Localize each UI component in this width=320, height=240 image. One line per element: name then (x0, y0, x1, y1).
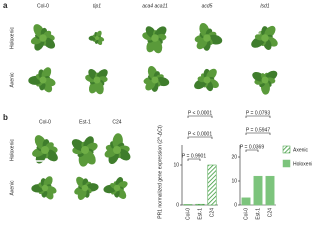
y-axis-label: PR1 normalized gene expression (2^-ΔCt) (157, 125, 163, 219)
annotation: P < 0.0001 (188, 131, 212, 137)
plant (31, 176, 57, 200)
rosette-center (151, 34, 159, 42)
legend-swatch (282, 159, 291, 168)
x-tick-label: C24 (209, 208, 215, 217)
rosette-center (39, 34, 47, 42)
x-tick-label: Col-0 (185, 208, 191, 220)
rosette-center (81, 146, 89, 154)
x-tick-label: Est-1 (197, 208, 203, 220)
annotation: P = 0.5947 (246, 127, 270, 133)
rosette-center (93, 76, 101, 84)
rosette-center (39, 76, 47, 84)
bar (207, 164, 217, 206)
rosette-center (113, 146, 121, 154)
plant (143, 65, 170, 92)
plant (252, 70, 278, 95)
plant (251, 25, 278, 50)
rosette-center (261, 76, 269, 84)
column-label: Col-0 (39, 119, 51, 125)
rosette-center (81, 184, 89, 192)
rosette-center (41, 146, 49, 154)
legend-label: Holoxenic (293, 161, 312, 167)
bracket (187, 136, 213, 139)
chart: PR1 normalized gene expression (2^-ΔCt) 0… (157, 110, 312, 220)
leaf (77, 188, 87, 200)
row-label: Axenic (9, 180, 15, 196)
y-tick-label: 10 (173, 162, 179, 168)
rosette-center (151, 76, 159, 84)
panel-label: b (3, 113, 8, 122)
plant (194, 22, 223, 51)
x-tick-label: Col-0 (243, 208, 249, 220)
figure: a b PR1 normalized gene expression (2^-Δ… (3, 1, 312, 220)
bracket (245, 115, 271, 118)
column-label: Est-1 (79, 119, 91, 125)
column-label: acd5 (202, 3, 213, 9)
row-label: Holoxenic (9, 139, 15, 161)
rosette-center (95, 36, 99, 40)
column-label: Col-0 (37, 3, 49, 9)
bracket (245, 132, 271, 135)
plant (104, 133, 131, 165)
row-label: Holoxenic (9, 27, 15, 49)
plant (103, 177, 128, 199)
leaf (94, 80, 104, 95)
leaf (83, 150, 96, 165)
bar (195, 203, 205, 206)
inset-box (127, 26, 141, 40)
inset-box (179, 29, 193, 43)
bar (241, 197, 251, 206)
rosette-center (261, 34, 269, 42)
bar (253, 175, 263, 206)
bracket (245, 149, 259, 152)
legend-swatch (282, 145, 291, 154)
bracket (187, 115, 213, 118)
rosette-center (203, 34, 211, 42)
plant (142, 26, 167, 54)
plant (30, 24, 56, 51)
inset-box (247, 21, 261, 35)
annotation: P = 0.0793 (246, 110, 270, 116)
x-tick-label: Est-1 (255, 208, 261, 220)
rosette-center (203, 76, 211, 84)
rosette-center (113, 184, 121, 192)
plant (28, 67, 56, 93)
y-tick-label: 20 (231, 154, 237, 160)
leaf (152, 38, 163, 54)
x-tick-label: C24 (267, 208, 273, 217)
panel-label: a (3, 1, 8, 10)
plant (32, 135, 58, 164)
annotation: P = 0.0369 (240, 144, 264, 150)
column-label: tip1 (93, 3, 101, 9)
column-label: aca4 aca11 (142, 3, 168, 9)
legend-label: Axenic (293, 147, 309, 153)
row-label: Axenic (9, 72, 15, 88)
bar (265, 175, 275, 206)
plant (85, 69, 108, 95)
y-tick-label: 0 (176, 202, 179, 208)
annotation: P = 0.9901 (182, 153, 206, 159)
annotation: P < 0.0001 (188, 110, 212, 116)
y-tick-label: 0 (234, 202, 237, 208)
plant (74, 176, 99, 200)
inset-box (225, 27, 239, 41)
rosette-center (41, 184, 49, 192)
plant (194, 68, 219, 92)
photos (28, 21, 278, 200)
bracket (187, 158, 201, 161)
y-tick-label: 10 (231, 178, 237, 184)
plant (71, 136, 98, 167)
plant (88, 30, 105, 46)
column-label: C24 (112, 119, 121, 125)
column-label: lsd1 (260, 3, 269, 9)
